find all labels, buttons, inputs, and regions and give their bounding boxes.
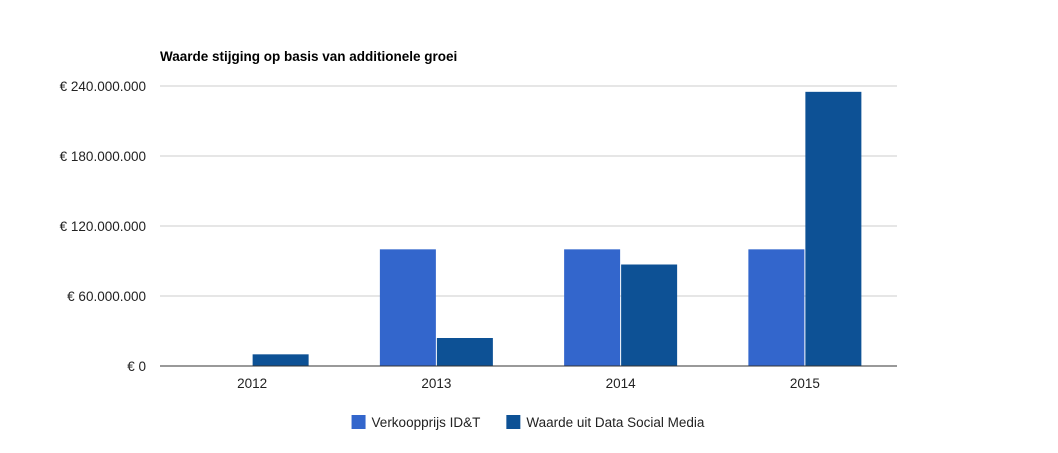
bar-2013-series-1 (379, 249, 436, 366)
x-tick-label: 2014 (606, 376, 637, 391)
bar-2013-series-2 (436, 338, 493, 366)
y-tick-label: € 60.000.000 (67, 289, 146, 304)
bar-2014-series-2 (621, 264, 678, 366)
bars (252, 91, 862, 366)
y-tick-label: € 0 (127, 359, 146, 374)
x-tick-label: 2015 (790, 376, 820, 391)
legend-label-2: Waarde uit Data Social Media (526, 415, 705, 430)
y-axis: € 0 € 60.000.000 € 120.000.000 € 180.000.00… (60, 79, 146, 374)
y-tick-label: € 180.000.000 (60, 149, 146, 164)
x-axis: 2012 2013 2014 2015 (237, 376, 820, 391)
chart-title: Waarde stijging op basis van additionele… (160, 49, 457, 64)
bar-2015-series-1 (748, 249, 805, 366)
bar-2014-series-1 (564, 249, 621, 366)
legend-swatch-2 (506, 415, 521, 429)
legend-label-1: Verkoopprijs ID&T (372, 415, 481, 430)
bar-2012-series-2 (252, 354, 309, 366)
x-tick-label: 2012 (237, 376, 267, 391)
x-tick-label: 2013 (421, 376, 451, 391)
y-tick-label: € 240.000.000 (60, 79, 146, 94)
legend-swatch-1 (351, 415, 366, 429)
legend: Verkoopprijs ID&T Waarde uit Data Social … (351, 415, 705, 430)
y-tick-label: € 120.000.000 (60, 219, 146, 234)
bar-2015-series-2 (805, 91, 862, 366)
